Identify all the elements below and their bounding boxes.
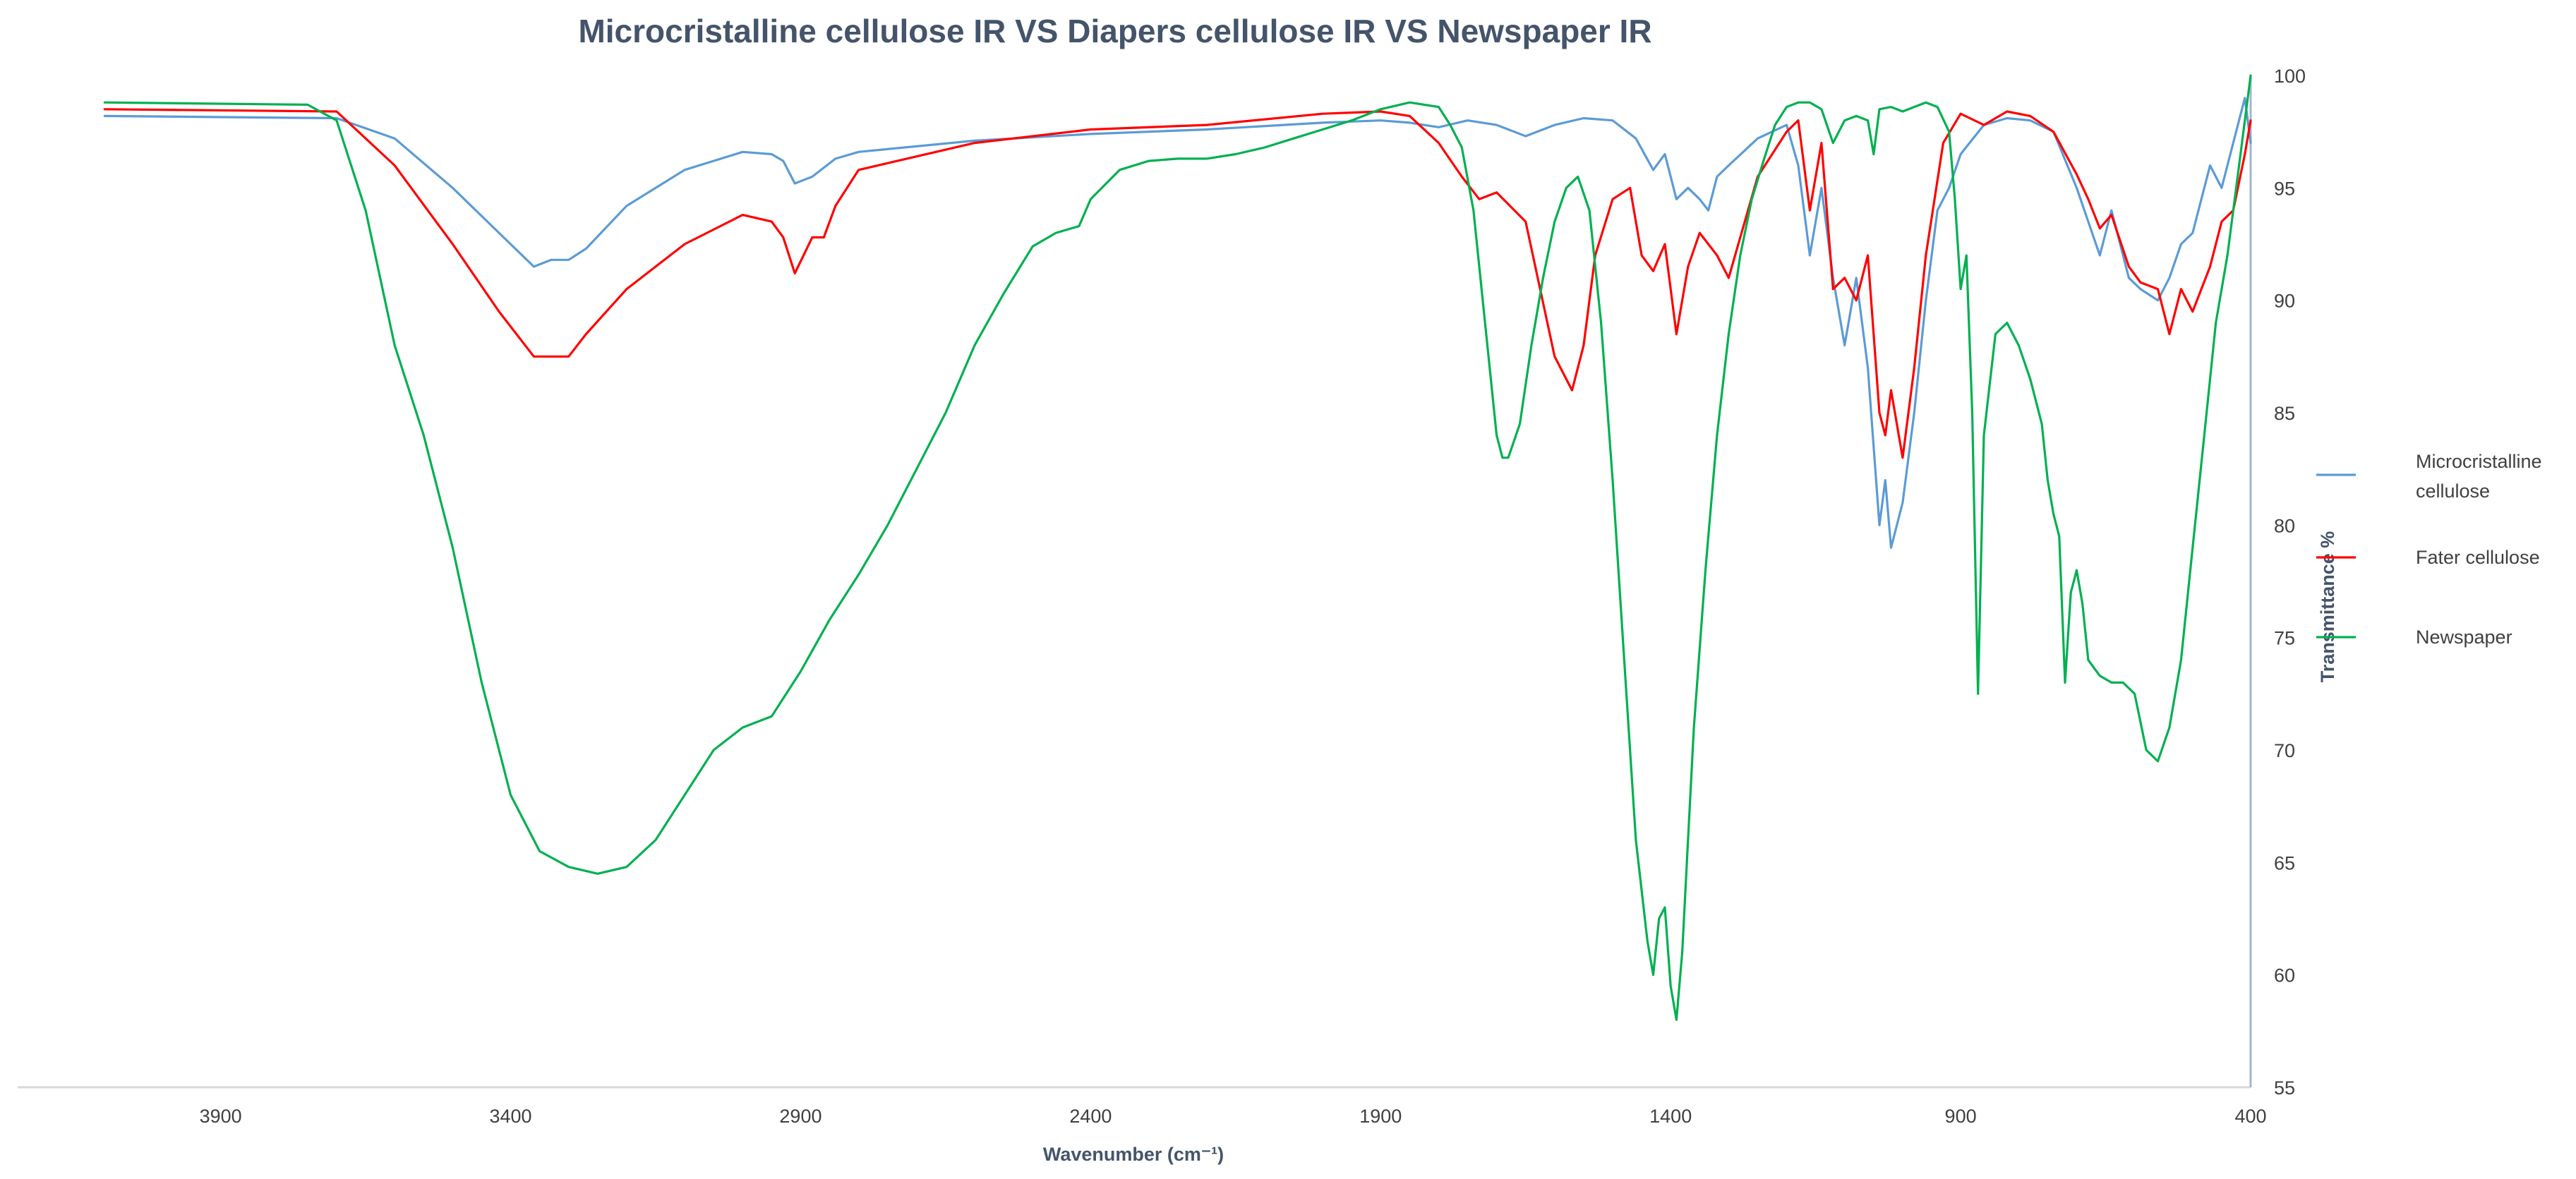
series-line-1 <box>103 97 2252 549</box>
x-tick-label: 1400 <box>1649 1106 1692 1127</box>
x-axis-title: Wavenumber (cm⁻¹) <box>1043 1144 1224 1165</box>
legend-label-1: Microcristalline <box>2416 451 2542 472</box>
x-tick-label: 3400 <box>490 1106 532 1127</box>
y-tick-label: 60 <box>2274 965 2295 986</box>
legend-label-1: cellulose <box>2416 480 2490 502</box>
legend: Microcristalline cellulose Fater cellulose… <box>2316 451 2542 648</box>
y-tick-label: 90 <box>2274 291 2295 312</box>
y-tick-label: 70 <box>2274 740 2295 761</box>
x-tick-label: 400 <box>2234 1106 2266 1127</box>
y-axis-ticks: 55 60 65 70 75 80 85 90 95 100 <box>2274 66 2306 1099</box>
series-line-3 <box>103 74 2252 1022</box>
x-tick-label: 3900 <box>200 1106 242 1127</box>
y-tick-label: 95 <box>2274 178 2295 199</box>
x-tick-label: 1900 <box>1359 1106 1402 1127</box>
legend-label-2: Fater cellulose <box>2416 547 2540 568</box>
legend-label-3: Newspaper <box>2416 627 2512 648</box>
x-axis-ticks: 3900 3400 2900 2400 1900 1400 900 400 <box>200 1106 2267 1127</box>
y-axis-title: Transmittance % <box>2317 531 2338 683</box>
y-tick-label: 80 <box>2274 515 2295 536</box>
y-tick-label: 75 <box>2274 628 2295 649</box>
chart-title: Microcristalline cellulose IR VS Diapers… <box>578 13 1651 49</box>
y-tick-label: 65 <box>2274 852 2295 873</box>
x-tick-label: 2400 <box>1069 1106 1112 1127</box>
x-tick-label: 2900 <box>779 1106 821 1127</box>
y-tick-label: 55 <box>2274 1077 2295 1099</box>
y-tick-label: 85 <box>2274 403 2295 424</box>
series-line-2 <box>103 108 2252 459</box>
plot-area <box>18 74 2252 1089</box>
x-tick-label: 900 <box>1945 1106 1977 1127</box>
y-tick-label: 100 <box>2274 66 2306 87</box>
series-group <box>103 74 2252 1022</box>
